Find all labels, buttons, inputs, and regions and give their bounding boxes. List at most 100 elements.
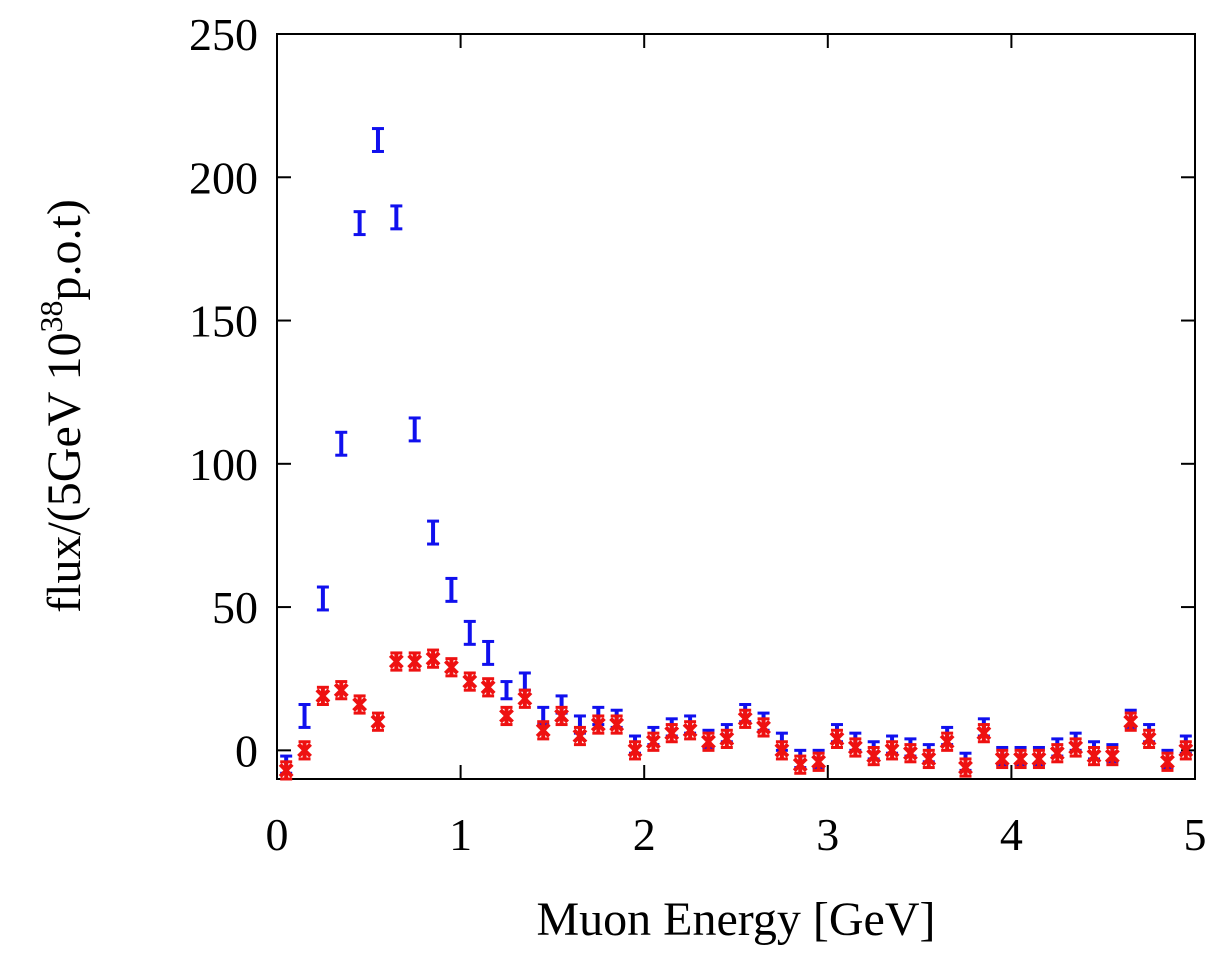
red-point-28 <box>792 754 808 775</box>
red-cross-b <box>554 708 569 724</box>
red-point-43 <box>1068 737 1084 758</box>
red-cross-b <box>664 725 680 741</box>
blue-point-13 <box>518 671 531 692</box>
y-tick-label-0: 0 <box>235 725 258 776</box>
y-axis-title-sup: 38 <box>33 300 69 332</box>
ticks <box>276 33 1196 779</box>
red-cross-b <box>425 651 441 667</box>
y-tick-label-2: 100 <box>189 439 258 490</box>
red-point-19 <box>627 740 643 761</box>
red-point-4 <box>352 694 368 715</box>
x-tick-label-3: 3 <box>816 809 839 860</box>
blue-point-10 <box>463 619 476 646</box>
red-cross-b <box>737 711 753 727</box>
red-cross-b <box>719 731 735 747</box>
y-tick-label-4: 200 <box>189 152 258 203</box>
red-cross-b <box>994 751 1010 767</box>
x-tick-label-2: 2 <box>633 809 656 860</box>
blue-point-6 <box>390 204 403 231</box>
red-point-2 <box>315 685 331 706</box>
red-cross-b <box>407 654 423 669</box>
red-cross-b <box>976 725 992 741</box>
red-point-35 <box>921 748 937 770</box>
red-cross-b <box>297 742 312 758</box>
x-tick-label-1: 1 <box>449 809 472 860</box>
red-point-12 <box>499 705 514 727</box>
red-cross-b <box>572 728 588 744</box>
red-point-20 <box>645 731 661 752</box>
red-cross-b <box>829 731 845 747</box>
x-tick-label-5: 5 <box>1184 809 1207 860</box>
red-cross-b <box>921 751 937 767</box>
red-point-34 <box>903 743 918 764</box>
red-cross-b <box>535 722 551 738</box>
red-cross-b <box>884 742 900 758</box>
red-point-3 <box>333 680 349 701</box>
red-point-30 <box>829 728 845 749</box>
blue-point-4 <box>353 210 366 237</box>
red-cross-b <box>499 708 514 724</box>
red-point-1 <box>297 740 312 761</box>
red-point-5 <box>370 711 386 732</box>
blue-point-11 <box>482 639 495 666</box>
red-cross-b <box>1086 748 1102 764</box>
y-tick-label-5: 250 <box>189 9 258 60</box>
red-point-26 <box>756 717 771 738</box>
red-point-45 <box>1104 745 1120 767</box>
blue-point-1 <box>298 703 311 729</box>
red-cross-b <box>701 734 716 750</box>
series-blue <box>280 127 1192 775</box>
red-point-0 <box>278 760 294 781</box>
y-axis-title: flux/(5GeV 1038p.o.t) <box>33 199 91 613</box>
red-point-25 <box>737 708 753 729</box>
red-point-49 <box>1178 740 1194 761</box>
red-cross-b <box>1123 714 1139 730</box>
red-point-39 <box>994 748 1010 770</box>
red-point-32 <box>866 745 882 767</box>
red-point-36 <box>939 731 955 752</box>
y-tick-label-1: 50 <box>212 582 258 633</box>
red-cross-b <box>756 720 771 735</box>
red-cross-b <box>590 717 606 732</box>
y-axis-title-tail: p.o.t) <box>38 199 91 300</box>
red-point-46 <box>1123 711 1139 732</box>
red-point-41 <box>1031 748 1047 770</box>
red-cross-b <box>315 688 331 704</box>
red-point-47 <box>1141 728 1157 749</box>
blue-point-8 <box>427 519 440 546</box>
red-point-8 <box>425 648 441 669</box>
red-point-22 <box>682 720 698 741</box>
red-cross-b <box>517 691 533 707</box>
x-tick-label-4: 4 <box>1000 809 1023 860</box>
red-cross-b <box>609 717 625 732</box>
blue-point-2 <box>316 585 329 612</box>
red-point-33 <box>884 740 900 761</box>
x-axis-title: Muon Energy [GeV] <box>536 893 935 946</box>
red-cross-b <box>1104 748 1120 764</box>
red-cross-b <box>388 654 404 669</box>
red-point-27 <box>774 740 790 761</box>
red-point-9 <box>444 657 459 678</box>
red-cross-b <box>847 740 863 755</box>
red-cross-b <box>903 745 918 761</box>
red-point-23 <box>701 731 716 752</box>
blue-point-3 <box>335 430 348 457</box>
y-tick-label-3: 150 <box>189 296 258 347</box>
red-cross-b <box>1141 731 1157 747</box>
red-point-14 <box>535 720 551 741</box>
red-cross-b <box>480 679 496 695</box>
red-point-15 <box>554 705 569 727</box>
x-tick-labels: 0 1 2 3 4 5 <box>266 809 1207 860</box>
red-cross-b <box>774 742 790 758</box>
red-point-48 <box>1160 751 1175 772</box>
red-point-24 <box>719 728 735 749</box>
red-cross-b <box>370 714 386 730</box>
red-cross-b <box>958 760 973 775</box>
red-cross-b <box>627 742 643 758</box>
red-cross-b <box>1049 745 1065 761</box>
red-cross-b <box>1178 742 1194 758</box>
red-cross-b <box>645 734 661 750</box>
red-point-17 <box>590 714 606 735</box>
red-point-16 <box>572 725 588 747</box>
